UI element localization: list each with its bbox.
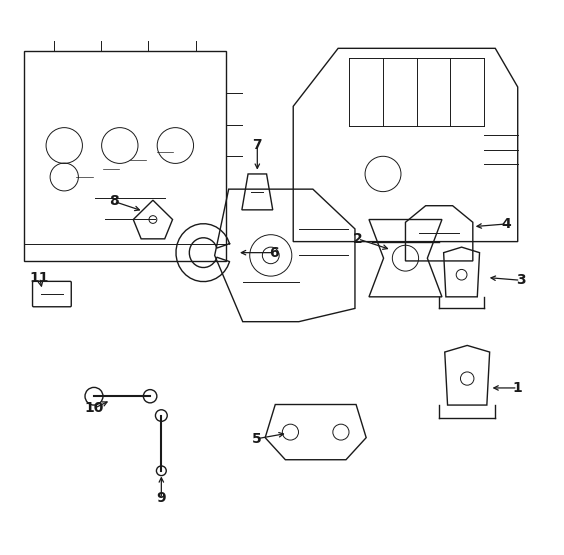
Text: 3: 3 — [515, 273, 525, 287]
Text: 7: 7 — [253, 138, 262, 152]
Text: 6: 6 — [269, 246, 279, 260]
Text: 5: 5 — [252, 432, 262, 446]
Text: 8: 8 — [109, 194, 118, 208]
Text: 11: 11 — [30, 270, 49, 285]
Text: 9: 9 — [157, 491, 166, 506]
Text: 4: 4 — [501, 217, 512, 231]
Text: 10: 10 — [84, 401, 104, 415]
Text: 1: 1 — [513, 381, 523, 395]
Text: 2: 2 — [353, 232, 363, 246]
